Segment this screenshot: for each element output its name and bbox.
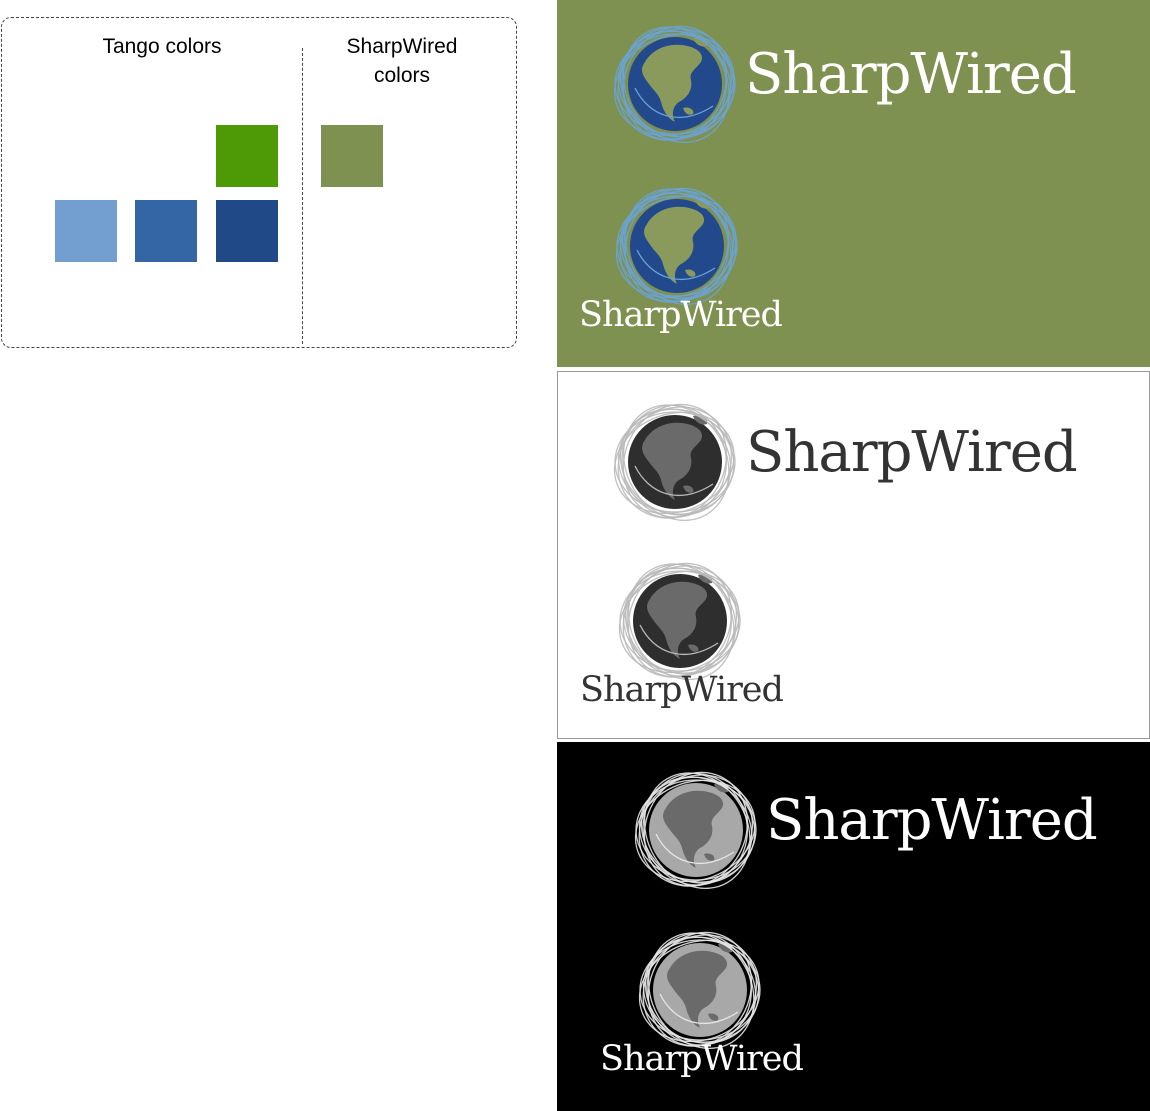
globe-orbit-ring bbox=[622, 25, 728, 141]
tango-light-blue-swatch bbox=[55, 200, 117, 262]
legend-divider bbox=[302, 48, 303, 344]
globe-landmass bbox=[647, 581, 708, 659]
globe-island bbox=[704, 853, 715, 861]
globe-orbit-swoosh bbox=[659, 993, 739, 1025]
logo-panel-grayscale-light: SharpWired SharpWired bbox=[557, 371, 1150, 739]
globe-island bbox=[685, 269, 696, 277]
color-legend: Tango colors SharpWired colors bbox=[1, 17, 517, 348]
sharpwired-colors-heading-line1: SharpWired bbox=[346, 35, 458, 58]
brand-label-small: SharpWired bbox=[600, 1039, 804, 1079]
globe-orbit-swoosh bbox=[655, 833, 735, 865]
globe-orbit-swoosh bbox=[636, 249, 716, 281]
tango-green-swatch bbox=[216, 125, 278, 187]
globe-orbit-ring bbox=[624, 187, 730, 303]
sharpwired-colors-heading-line2: colors bbox=[373, 64, 431, 87]
globe-landmass bbox=[663, 790, 724, 868]
brand-label-large: SharpWired bbox=[766, 788, 1098, 853]
globe-island bbox=[708, 1013, 719, 1021]
sharpwired-green-swatch bbox=[321, 125, 383, 187]
tango-dark-blue-swatch bbox=[216, 200, 278, 262]
globe-landmass bbox=[667, 950, 728, 1028]
tango-colors-heading: Tango colors bbox=[102, 35, 222, 58]
globe-orbit-ring bbox=[634, 779, 756, 883]
logo-panel-color: SharpWired SharpWired bbox=[557, 0, 1150, 367]
globe-island bbox=[683, 107, 694, 115]
globe-orbit-ring bbox=[638, 939, 760, 1043]
globe-logo-large bbox=[630, 764, 762, 901]
globe-orbit-ring bbox=[618, 570, 740, 674]
globe-orbit-ring bbox=[613, 33, 735, 137]
globe-orbit-swoosh bbox=[634, 465, 714, 497]
brand-label-small: SharpWired bbox=[580, 670, 784, 710]
globe-island bbox=[683, 485, 694, 493]
globe-landmass bbox=[644, 206, 705, 284]
globe-logo-large bbox=[609, 18, 741, 155]
brand-label-large: SharpWired bbox=[745, 42, 1077, 107]
globe-orbit-swoosh bbox=[634, 87, 714, 119]
globe-logo-large bbox=[609, 396, 741, 533]
globe-logo-small bbox=[634, 924, 766, 1061]
globe-logo-small bbox=[611, 180, 743, 317]
sharpwired-colors-heading: SharpWired colors bbox=[317, 32, 487, 90]
logo-panel-grayscale-dark: SharpWired SharpWired bbox=[557, 742, 1150, 1111]
globe-orbit-ring bbox=[622, 404, 730, 521]
brand-label-large: SharpWired bbox=[746, 420, 1078, 485]
globe-orbit-ring bbox=[624, 188, 732, 305]
globe-logo-small bbox=[614, 555, 746, 692]
globe-orbit-ring bbox=[622, 403, 728, 519]
globe-orbit-ring bbox=[613, 411, 735, 515]
globe-landmass bbox=[642, 422, 703, 500]
tango-blue-swatch bbox=[135, 200, 197, 262]
globe-orbit-ring bbox=[647, 931, 753, 1047]
globe-orbit-ring bbox=[627, 563, 735, 680]
globe-orbit-ring bbox=[647, 932, 755, 1049]
globe-orbit-ring bbox=[622, 26, 730, 143]
globe-orbit-swoosh bbox=[639, 624, 719, 656]
brand-label-small: SharpWired bbox=[579, 295, 783, 335]
globe-landmass bbox=[642, 44, 703, 122]
globe-island bbox=[688, 644, 699, 652]
globe-orbit-ring bbox=[627, 562, 733, 678]
globe-orbit-ring bbox=[643, 771, 749, 887]
globe-orbit-ring bbox=[643, 772, 751, 889]
globe-orbit-ring bbox=[615, 195, 737, 299]
